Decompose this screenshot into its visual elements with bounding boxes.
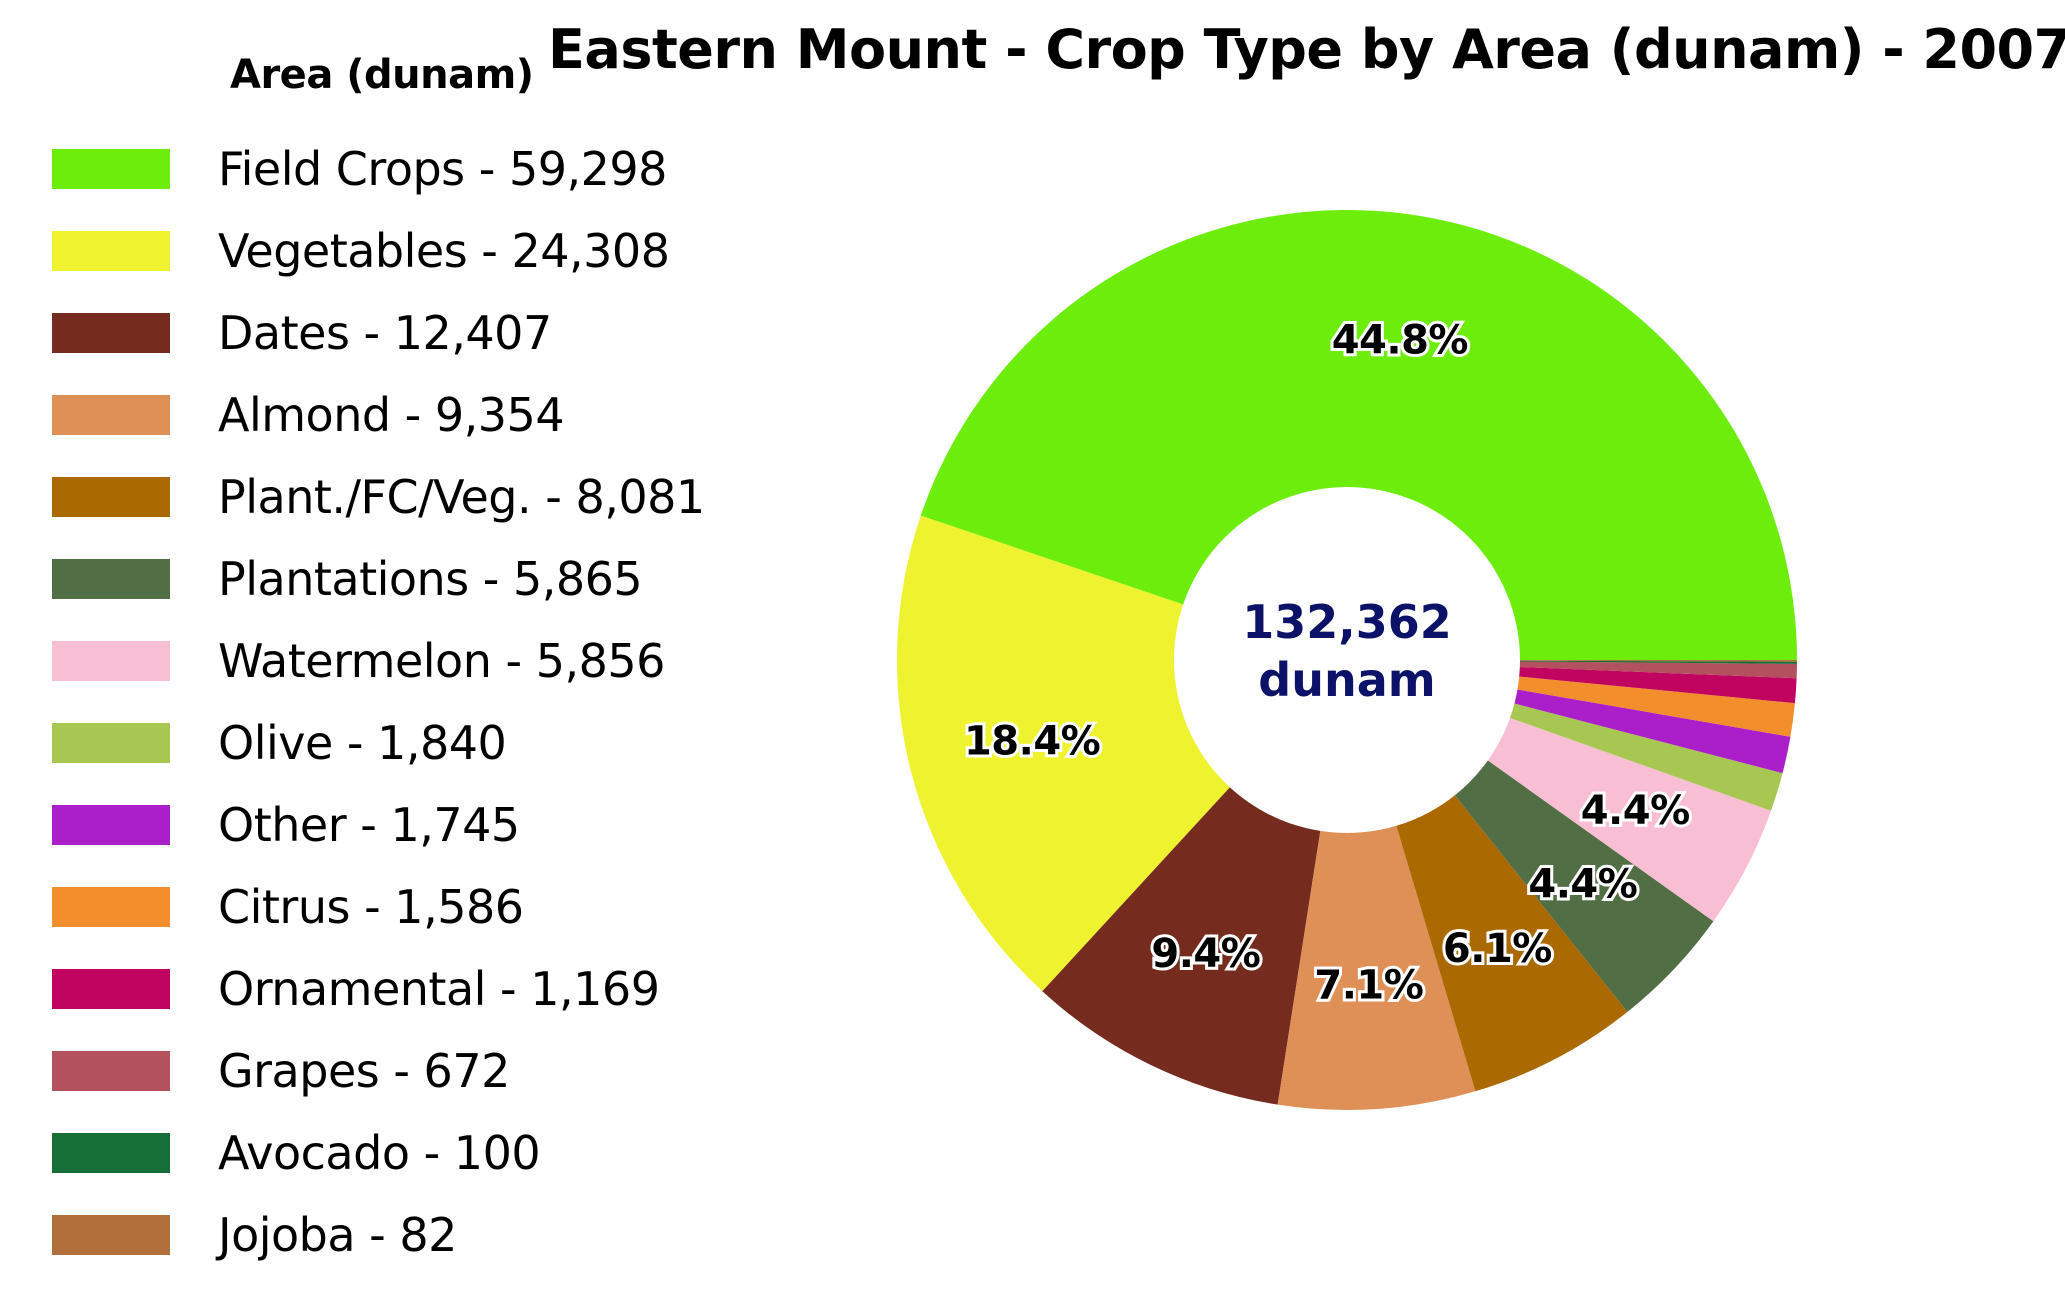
chart-title: Eastern Mount - Crop Type by Area (dunam… bbox=[548, 18, 2065, 81]
legend-label: Citrus - 1,586 bbox=[218, 880, 524, 934]
slice-percent-label: 18.4% bbox=[964, 718, 1100, 764]
legend-item: Vegetables - 24,308 bbox=[52, 210, 705, 292]
pie-slice bbox=[920, 210, 1797, 660]
slice-percent-label: 9.4% bbox=[1151, 931, 1260, 977]
slice-percent-label: 44.8% bbox=[1332, 317, 1468, 363]
legend-item: Avocado - 100 bbox=[52, 1112, 705, 1194]
legend-swatch bbox=[52, 1051, 170, 1091]
slice-labels: 44.8% 18.4% 9.4% 7.1% 6.1% 4.4% 4.4% bbox=[961, 314, 1693, 1011]
legend-swatch bbox=[52, 149, 170, 189]
legend-swatch bbox=[52, 395, 170, 435]
slice-percent-label: 4.4% bbox=[1528, 862, 1637, 908]
slice-percent-label: 6.1% bbox=[1443, 926, 1552, 972]
legend-swatch bbox=[52, 313, 170, 353]
legend-swatch bbox=[52, 231, 170, 271]
legend-swatch bbox=[52, 723, 170, 763]
legend: Field Crops - 59,298 Vegetables - 24,308… bbox=[52, 128, 705, 1276]
legend-item: Dates - 12,407 bbox=[52, 292, 705, 374]
legend-item: Other - 1,745 bbox=[52, 784, 705, 866]
legend-item: Citrus - 1,586 bbox=[52, 866, 705, 948]
legend-title: Area (dunam) bbox=[230, 52, 534, 98]
slice-percent-label: 7.1% bbox=[1314, 962, 1423, 1008]
legend-label: Other - 1,745 bbox=[218, 798, 520, 852]
legend-item: Watermelon - 5,856 bbox=[52, 620, 705, 702]
legend-swatch bbox=[52, 969, 170, 1009]
legend-item: Field Crops - 59,298 bbox=[52, 128, 705, 210]
legend-label: Field Crops - 59,298 bbox=[218, 142, 667, 196]
legend-item: Olive - 1,840 bbox=[52, 702, 705, 784]
legend-label: Watermelon - 5,856 bbox=[218, 634, 665, 688]
legend-label: Almond - 9,354 bbox=[218, 388, 565, 442]
legend-label: Jojoba - 82 bbox=[218, 1208, 457, 1262]
legend-item: Jojoba - 82 bbox=[52, 1194, 705, 1276]
legend-item: Grapes - 672 bbox=[52, 1030, 705, 1112]
legend-item: Ornamental - 1,169 bbox=[52, 948, 705, 1030]
legend-swatch bbox=[52, 1133, 170, 1173]
legend-swatch bbox=[52, 641, 170, 681]
legend-swatch bbox=[52, 559, 170, 599]
center-total-unit: dunam bbox=[1258, 653, 1435, 707]
pie-slice bbox=[1277, 660, 1476, 1110]
legend-label: Avocado - 100 bbox=[218, 1126, 541, 1180]
legend-swatch bbox=[52, 887, 170, 927]
legend-label: Plant./FC/Veg. - 8,081 bbox=[218, 470, 705, 524]
legend-label: Plantations - 5,865 bbox=[218, 552, 643, 606]
legend-item: Plantations - 5,865 bbox=[52, 538, 705, 620]
legend-label: Ornamental - 1,169 bbox=[218, 962, 660, 1016]
legend-label: Olive - 1,840 bbox=[218, 716, 507, 770]
legend-label: Dates - 12,407 bbox=[218, 306, 552, 360]
legend-item: Almond - 9,354 bbox=[52, 374, 705, 456]
legend-swatch bbox=[52, 1215, 170, 1255]
center-total-value: 132,362 bbox=[1242, 595, 1452, 649]
legend-label: Vegetables - 24,308 bbox=[218, 224, 670, 278]
donut-hole bbox=[1174, 487, 1520, 833]
legend-swatch bbox=[52, 477, 170, 517]
legend-swatch bbox=[52, 805, 170, 845]
legend-item: Plant./FC/Veg. - 8,081 bbox=[52, 456, 705, 538]
legend-label: Grapes - 672 bbox=[218, 1044, 510, 1098]
slice-percent-label: 4.4% bbox=[1581, 788, 1690, 834]
